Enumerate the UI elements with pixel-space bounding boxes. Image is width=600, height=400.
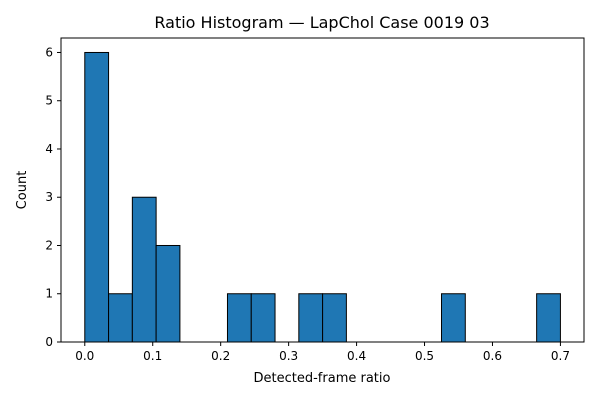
histogram-bar (298, 293, 324, 343)
histogram-bar (322, 293, 347, 343)
bars-layer (84, 51, 561, 343)
x-tick-label: 0.1 (143, 349, 162, 363)
y-tick-label: 2 (45, 238, 53, 252)
histogram-bar (226, 293, 252, 343)
histogram-bar (131, 196, 157, 343)
histogram-bar (536, 293, 561, 343)
y-tick-label: 1 (45, 287, 53, 301)
histogram-bar (441, 293, 466, 343)
x-tick-label: 0.7 (551, 349, 570, 363)
x-tick-label: 0.4 (347, 349, 366, 363)
histogram-bar (84, 51, 110, 343)
x-tick-label: 0.0 (75, 349, 94, 363)
y-tick-label: 6 (45, 45, 53, 59)
x-tick-label: 0.6 (483, 349, 502, 363)
x-tick-label: 0.5 (415, 349, 434, 363)
chart-title: Ratio Histogram — LapChol Case 0019 03 (154, 13, 489, 32)
x-axis-label: Detected-frame ratio (254, 371, 391, 386)
x-tick-label: 0.2 (211, 349, 230, 363)
axes-frame (60, 37, 585, 343)
y-axis-label: Count (15, 171, 30, 210)
histogram-bar (155, 244, 181, 343)
x-ticks: 0.0 0.1 0.2 0.3 0.4 0.5 0.6 0.7 (75, 342, 570, 363)
y-ticks: 0 1 2 3 4 5 6 (45, 45, 61, 349)
y-tick-label: 0 (45, 335, 53, 349)
y-tick-label: 4 (45, 142, 53, 156)
y-tick-label: 3 (45, 190, 53, 204)
x-tick-label: 0.3 (279, 349, 298, 363)
histogram-bar (108, 293, 133, 343)
histogram-bar (250, 293, 276, 343)
y-tick-label: 5 (45, 94, 53, 108)
